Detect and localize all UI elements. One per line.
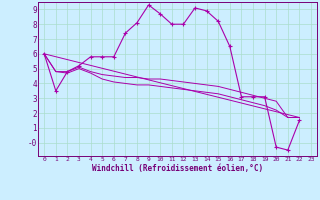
X-axis label: Windchill (Refroidissement éolien,°C): Windchill (Refroidissement éolien,°C) bbox=[92, 164, 263, 173]
